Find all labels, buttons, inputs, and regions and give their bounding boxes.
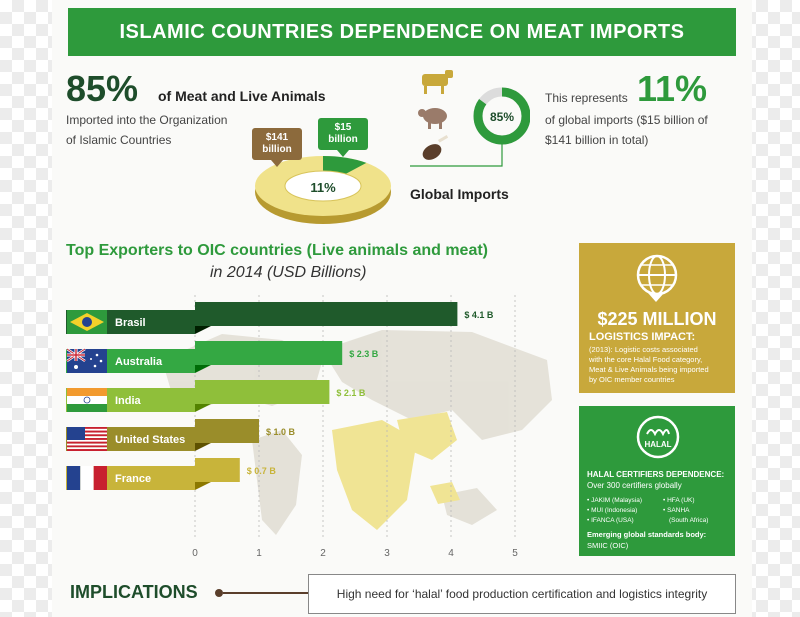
logistics-body-line: with the core Halal Food category, (589, 355, 703, 364)
flag-united-states-icon (67, 427, 107, 451)
bar-united-states (195, 419, 259, 443)
halal-heading: HALAL CERTIFIERS DEPENDENCE: (587, 470, 725, 479)
halal-badge-icon: HALAL (636, 415, 680, 459)
category-label: France (115, 473, 151, 485)
x-tick-label: 1 (256, 548, 262, 559)
halal-certifiers-col1: • JAKIM (Malaysia) • MUI (Indonesia) • I… (587, 496, 642, 526)
flag-india-icon (67, 388, 107, 412)
logistics-heading: LOGISTICS IMPACT: (589, 331, 696, 343)
flag-australia-icon (66, 347, 107, 373)
implications-text: High need for ‘halal’ food production ce… (308, 574, 736, 614)
meat-leg-icon (422, 135, 449, 160)
chart-title: Top Exporters to OIC countries (Live ani… (66, 242, 489, 259)
logistics-panel: $225 MILLION LOGISTICS IMPACT: (2013): L… (579, 243, 735, 393)
global-share-value: 11% (637, 68, 708, 109)
callout-oic-line1: $15 (334, 122, 352, 133)
halal-badge-text: HALAL (644, 440, 671, 449)
globe-icon (636, 254, 678, 302)
callout-total-line2: billion (262, 144, 292, 155)
bar-fold (195, 365, 211, 373)
x-tick-label: 5 (512, 548, 518, 559)
exporters-bar-chart: Brasil $ 4.1 B Australia $ 2.3 B India $ 2.1 … (66, 295, 552, 559)
logistics-body-line: by OIC member countries (589, 375, 675, 384)
donut-center-label: 11% (310, 180, 336, 195)
global-share-line2: $141 billion in total) (545, 133, 649, 147)
bar-fold (195, 404, 211, 412)
category-label: Australia (115, 356, 163, 368)
bar-brasil (195, 302, 458, 326)
chart-x-ticks: 0 1 2 3 4 5 (192, 548, 518, 559)
certifier-item: • SANHA (663, 507, 690, 514)
bar-india (195, 380, 330, 404)
certifier-item: • HFA (UK) (663, 497, 695, 504)
bar-australia (195, 341, 343, 365)
halal-emerging-value: SMIIC (OIC) (587, 541, 629, 550)
global-share-lead: This represents (545, 91, 628, 105)
logistics-amount: $225 MILLION (597, 309, 717, 329)
category-label: United States (115, 434, 185, 446)
global-imports-label: Global Imports (410, 186, 509, 202)
page-title: ISLAMIC COUNTRIES DEPENDENCE ON MEAT IMP… (68, 8, 736, 56)
oic-share-arc (473, 87, 530, 145)
certifier-item: (South Africa) (669, 517, 709, 524)
callout-total: $141 billion (252, 128, 302, 167)
chart-bars: Brasil $ 4.1 B Australia $ 2.3 B India $ 2.1 … (66, 302, 494, 490)
implications-connector-dot (215, 589, 223, 597)
bar-fold (195, 326, 211, 334)
implications-connector-line (223, 592, 308, 594)
value-label: $ 2.3 B (349, 349, 379, 359)
logistics-body-line: (2013): Logistic costs associated (589, 345, 698, 354)
global-share-line1: of global imports ($15 billion of (545, 113, 708, 127)
global-imports-donut: 11% (255, 156, 391, 224)
halal-emerging: Emerging global standards body: (587, 530, 707, 539)
halal-sub: Over 300 certifiers globally (587, 481, 682, 490)
flag-france-icon (67, 466, 107, 490)
bar-row: France $ 0.7 B (66, 458, 276, 490)
bar-fold (195, 443, 211, 451)
flag-brasil-icon (67, 310, 107, 334)
value-label: $ 2.1 B (336, 388, 366, 398)
bar-row: Australia $ 2.3 B (66, 341, 379, 373)
callout-oic-line2: billion (328, 134, 358, 145)
certifier-item: • MUI (Indonesia) (587, 507, 638, 514)
x-tick-label: 4 (448, 548, 454, 559)
halal-certifiers-col2: • HFA (UK) • SANHA (South Africa) (663, 496, 708, 526)
category-label: India (115, 395, 142, 407)
x-tick-label: 3 (384, 548, 390, 559)
implications-label: IMPLICATIONS (70, 582, 198, 602)
callout-total-line1: $141 (265, 132, 289, 143)
oic-share-value: 85% (66, 68, 139, 109)
bar-row: India $ 2.1 B (66, 380, 366, 412)
bar-fold (195, 482, 211, 490)
certifier-item: • JAKIM (Malaysia) (587, 497, 643, 504)
chart-subtitle: in 2014 (USD Billions) (210, 264, 367, 281)
oic-share-line2: of Islamic Countries (66, 133, 172, 147)
bar-row: United States $ 1.0 B (66, 419, 296, 451)
infographic: ISLAMIC COUNTRIES DEPENDENCE ON MEAT IMP… (52, 0, 752, 617)
x-tick-label: 2 (320, 548, 326, 559)
oic-share-label: of Meat and Live Animals (158, 88, 326, 104)
logistics-body-line: Meat & Live Animals being imported (589, 365, 709, 374)
logistics-body: (2013): Logistic costs associated with t… (589, 345, 709, 385)
value-label: $ 1.0 B (266, 427, 296, 437)
halal-panel: HALAL HALAL CERTIFIERS DEPENDENCE: Over … (579, 406, 735, 556)
callout-oic: $15 billion (318, 118, 368, 157)
x-tick-label: 0 (192, 548, 198, 559)
category-label: Brasil (115, 317, 146, 329)
sheep-icon (418, 108, 447, 129)
value-label: $ 4.1 B (464, 310, 494, 320)
chart-gridlines (194, 295, 516, 540)
small-donut-label: 85% (490, 110, 514, 124)
certifier-item: • IFANCA (USA) (587, 517, 634, 524)
oic-share-line1: Imported into the Organization (66, 113, 228, 127)
bar-row: Brasil $ 4.1 B (66, 302, 494, 334)
oic-donut-cluster: 85% (410, 70, 530, 167)
cow-icon (422, 70, 453, 94)
bar-france (195, 458, 240, 482)
value-label: $ 0.7 B (247, 466, 277, 476)
